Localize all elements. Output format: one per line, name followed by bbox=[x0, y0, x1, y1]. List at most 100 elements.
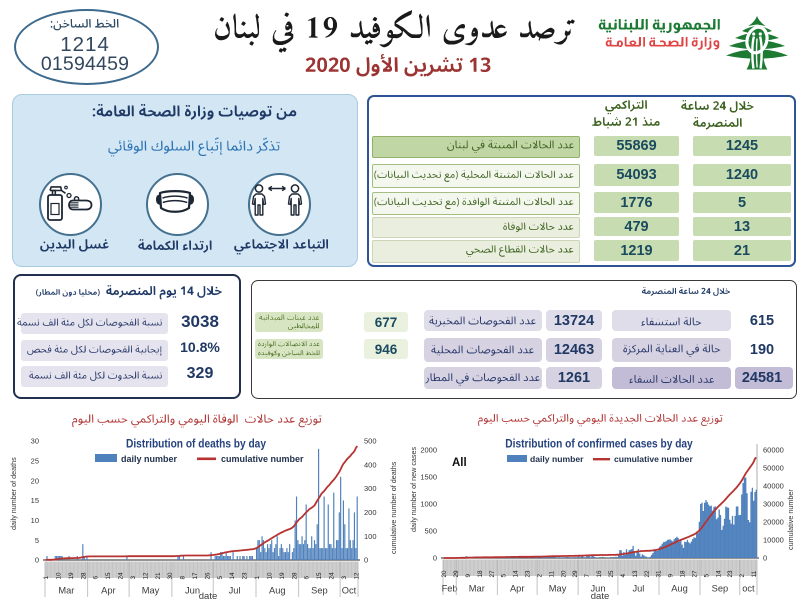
svg-text:100: 100 bbox=[364, 532, 377, 541]
svg-text:6: 6 bbox=[304, 576, 311, 580]
svg-text:9: 9 bbox=[668, 574, 675, 578]
svg-text:29: 29 bbox=[453, 570, 460, 578]
svg-text:Jul: Jul bbox=[632, 584, 644, 594]
svg-text:3: 3 bbox=[341, 576, 348, 580]
svg-text:May: May bbox=[549, 584, 567, 594]
svg-text:10: 10 bbox=[56, 572, 63, 580]
svg-text:20: 20 bbox=[31, 476, 39, 485]
svg-text:11: 11 bbox=[751, 570, 758, 577]
svg-text:cumulative number: cumulative number bbox=[614, 454, 693, 464]
svg-text:31: 31 bbox=[656, 570, 663, 578]
svg-text:30: 30 bbox=[31, 437, 39, 446]
svg-text:5: 5 bbox=[217, 576, 224, 580]
svg-text:15: 15 bbox=[105, 572, 112, 580]
svg-text:7: 7 bbox=[584, 574, 591, 578]
svg-text:daily number of new cases: daily number of new cases bbox=[409, 446, 418, 532]
svg-text:24: 24 bbox=[329, 572, 336, 580]
svg-text:22: 22 bbox=[644, 570, 651, 578]
svg-text:Distribution of confirmed case: Distribution of confirmed cases by day bbox=[505, 438, 693, 451]
svg-text:14: 14 bbox=[513, 570, 520, 578]
svg-text:10: 10 bbox=[31, 516, 39, 525]
svg-text:14: 14 bbox=[229, 572, 236, 580]
svg-text:30: 30 bbox=[167, 572, 174, 580]
svg-text:3: 3 bbox=[130, 576, 137, 580]
svg-text:27: 27 bbox=[692, 570, 699, 578]
svg-text:4: 4 bbox=[620, 574, 627, 578]
svg-text:27: 27 bbox=[489, 570, 496, 578]
svg-text:9: 9 bbox=[465, 574, 472, 578]
svg-text:0: 0 bbox=[433, 554, 437, 563]
svg-text:29: 29 bbox=[572, 570, 579, 578]
svg-text:Aug: Aug bbox=[269, 586, 286, 596]
svg-text:Distribution of deaths by day: Distribution of deaths by day bbox=[126, 438, 267, 451]
svg-text:oct: oct bbox=[742, 584, 755, 594]
svg-text:5: 5 bbox=[501, 574, 508, 578]
svg-text:15: 15 bbox=[316, 572, 323, 580]
svg-text:24: 24 bbox=[118, 572, 125, 580]
svg-text:8: 8 bbox=[180, 576, 187, 580]
svg-text:cumulative number of deaths: cumulative number of deaths bbox=[389, 461, 398, 554]
svg-text:28: 28 bbox=[80, 572, 87, 580]
svg-text:0: 0 bbox=[763, 554, 767, 563]
svg-text:60000: 60000 bbox=[763, 446, 784, 455]
svg-text:1: 1 bbox=[254, 576, 261, 580]
svg-text:daily number: daily number bbox=[121, 454, 178, 464]
svg-text:Apr: Apr bbox=[510, 584, 524, 594]
svg-text:Oct: Oct bbox=[342, 586, 357, 596]
svg-text:12: 12 bbox=[142, 572, 149, 580]
svg-text:1: 1 bbox=[43, 576, 50, 580]
svg-text:23: 23 bbox=[727, 570, 734, 578]
svg-text:May: May bbox=[142, 586, 160, 596]
svg-text:0: 0 bbox=[364, 556, 368, 565]
svg-text:19: 19 bbox=[279, 572, 286, 580]
svg-text:10: 10 bbox=[267, 572, 274, 580]
svg-text:12: 12 bbox=[353, 572, 360, 580]
svg-text:18: 18 bbox=[680, 570, 687, 578]
svg-text:16: 16 bbox=[596, 570, 603, 578]
svg-text:Aug: Aug bbox=[671, 584, 688, 594]
svg-text:Mar: Mar bbox=[58, 586, 74, 596]
svg-text:17: 17 bbox=[192, 572, 199, 580]
svg-text:10000: 10000 bbox=[763, 536, 784, 545]
svg-text:23: 23 bbox=[242, 572, 249, 580]
svg-text:Sep: Sep bbox=[712, 584, 729, 594]
svg-text:20: 20 bbox=[560, 570, 567, 578]
svg-text:Jun: Jun bbox=[591, 584, 606, 594]
svg-text:500: 500 bbox=[364, 437, 377, 446]
svg-text:50000: 50000 bbox=[763, 464, 784, 473]
svg-text:date: date bbox=[199, 591, 218, 600]
svg-text:400: 400 bbox=[364, 460, 377, 469]
svg-text:300: 300 bbox=[364, 484, 377, 493]
svg-text:2: 2 bbox=[537, 574, 544, 578]
svg-text:18: 18 bbox=[477, 570, 484, 578]
svg-text:5: 5 bbox=[35, 536, 39, 545]
svg-text:21: 21 bbox=[155, 572, 162, 580]
svg-text:30000: 30000 bbox=[763, 500, 784, 509]
svg-text:25: 25 bbox=[31, 456, 39, 465]
svg-text:20: 20 bbox=[441, 570, 448, 578]
svg-text:15: 15 bbox=[31, 496, 39, 505]
svg-text:200: 200 bbox=[364, 508, 377, 517]
svg-text:Mar: Mar bbox=[469, 584, 485, 594]
svg-text:daily number: daily number bbox=[530, 454, 584, 464]
svg-text:Apr: Apr bbox=[101, 586, 115, 596]
svg-text:All: All bbox=[452, 457, 467, 469]
svg-text:date: date bbox=[591, 591, 610, 600]
svg-text:40000: 40000 bbox=[763, 482, 784, 491]
svg-text:2000: 2000 bbox=[420, 446, 437, 455]
svg-text:23: 23 bbox=[525, 570, 532, 578]
svg-text:Sep: Sep bbox=[311, 586, 328, 596]
svg-text:2: 2 bbox=[739, 574, 746, 578]
svg-text:Jul: Jul bbox=[229, 586, 241, 596]
svg-text:14: 14 bbox=[715, 570, 722, 578]
svg-text:500: 500 bbox=[424, 527, 437, 536]
svg-text:cumulative number: cumulative number bbox=[221, 454, 304, 464]
svg-text:19: 19 bbox=[68, 572, 75, 580]
svg-text:28: 28 bbox=[291, 572, 298, 580]
svg-text:5: 5 bbox=[703, 574, 710, 578]
svg-text:13: 13 bbox=[632, 570, 639, 578]
svg-text:daily number of deaths: daily number of deaths bbox=[9, 457, 18, 530]
svg-text:1500: 1500 bbox=[420, 473, 437, 482]
svg-text:Feb: Feb bbox=[442, 584, 458, 594]
svg-text:26: 26 bbox=[204, 572, 211, 580]
